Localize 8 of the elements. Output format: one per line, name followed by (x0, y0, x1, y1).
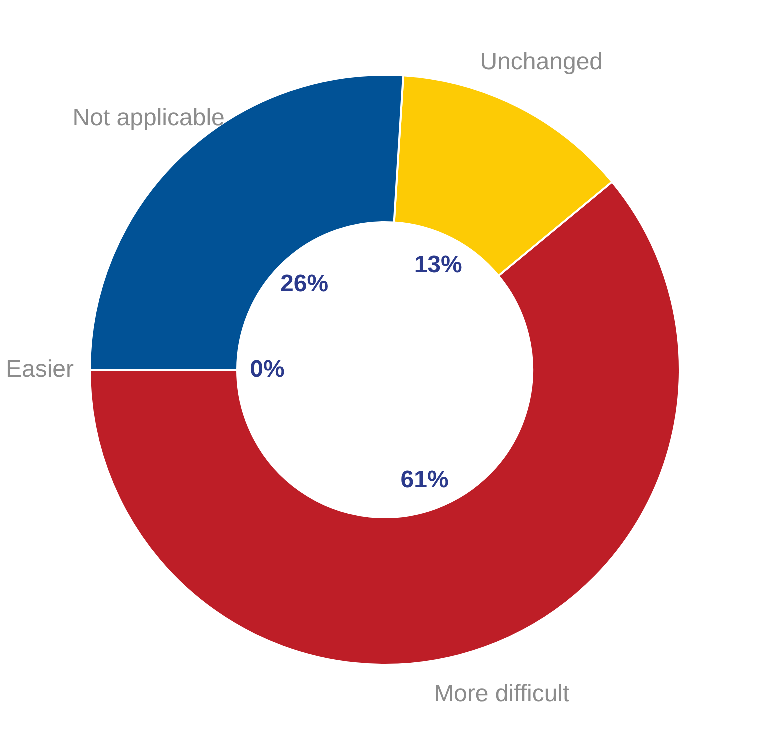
slice-label: Not applicable (72, 104, 225, 132)
text: 0% (250, 356, 285, 383)
data-label: 61% (400, 466, 449, 494)
data-label: 13% (414, 251, 462, 278)
slice-label: More difficult (434, 680, 570, 708)
category-label: Easier (6, 356, 74, 383)
slice-label: Unchanged (480, 48, 604, 76)
data-label: 26% (280, 270, 329, 298)
